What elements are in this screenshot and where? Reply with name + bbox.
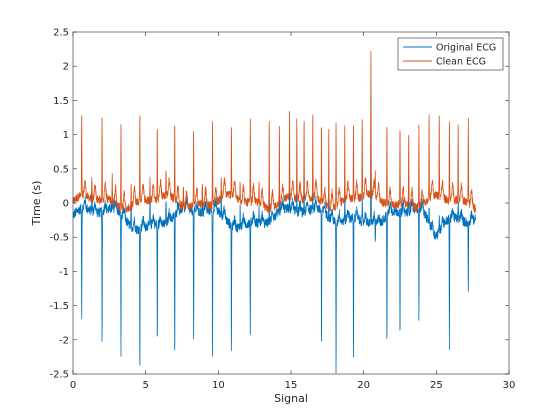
x-tick-label: 5	[142, 380, 148, 391]
ticks-layer: 0 5 10 15 20 25 30 -2.5 -2 -1.5 -1 -0.5 0 0.5 1 1.5 2 2.5	[49, 28, 515, 392]
series-line-clean-ecg	[72, 50, 476, 213]
y-tick-label: -2	[59, 335, 69, 346]
y-tick-label: 2.5	[53, 28, 69, 39]
x-tick-label: 15	[285, 380, 298, 391]
y-tick-label: 0	[63, 199, 69, 210]
x-tick-label: 20	[357, 380, 370, 391]
y-tick-label: -2.5	[49, 370, 69, 381]
x-tick-label: 10	[212, 380, 225, 391]
y-axis-label: Time (s)	[30, 181, 43, 227]
legend: Original ECG Clean ECG	[397, 37, 504, 71]
y-tick-label: 2	[63, 62, 69, 73]
plot-background	[73, 32, 509, 374]
y-tick-label: 0.5	[53, 164, 69, 175]
x-axis-label: Signal	[274, 392, 308, 405]
y-tick-label: 1.5	[53, 96, 69, 107]
x-tick-label: 25	[430, 380, 443, 391]
y-tick-label: -1.5	[49, 301, 69, 312]
x-tick-label: 0	[70, 380, 76, 391]
legend-label-original-ecg: Original ECG	[436, 43, 496, 54]
legend-box	[397, 37, 504, 71]
legend-label-clean-ecg: Clean ECG	[436, 57, 486, 68]
y-tick-label: 1	[63, 130, 69, 141]
y-tick-label: -0.5	[49, 233, 69, 244]
x-tick-label: 30	[503, 380, 516, 391]
series-layer	[72, 50, 476, 374]
y-tick-label: -1	[59, 267, 69, 278]
